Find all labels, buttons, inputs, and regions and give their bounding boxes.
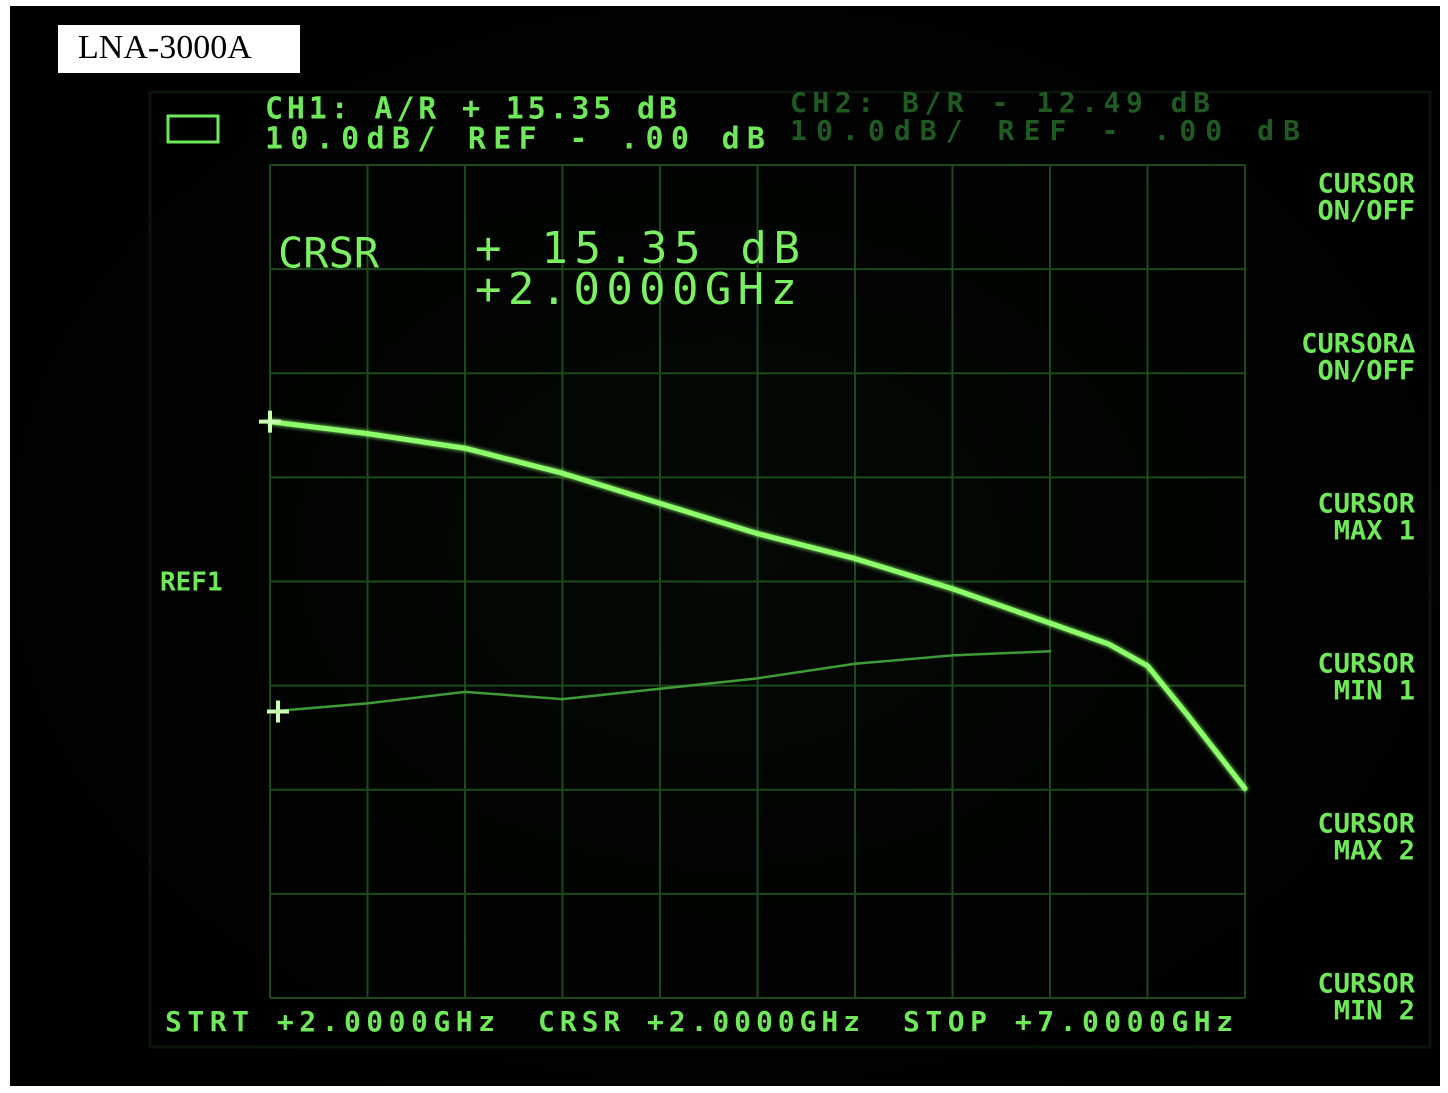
crt-bezel (148, 90, 1432, 1049)
softkey-line1: CURSOR∆ (1301, 329, 1416, 360)
softkey-line2: MIN 1 (1334, 676, 1415, 707)
trace (267, 419, 1248, 792)
softkey-line1: CURSOR (1317, 169, 1415, 200)
softkey-line1: CURSOR (1317, 809, 1415, 840)
plot-area (259, 164, 1248, 999)
ch1-header: CH1: A/R + 15.35 dB (265, 92, 677, 127)
ref-label: REF1 (160, 568, 223, 598)
stop-frequency: STOP +7.0000GHz (903, 1005, 1233, 1038)
cursor-marker (267, 700, 289, 723)
start-frequency: STRT +2.0000GHz (165, 1005, 495, 1038)
softkey-line2: ON/OFF (1317, 196, 1415, 227)
softkey-line2: MAX 2 (1334, 836, 1415, 867)
cursor-frequency-footer: CRSR +2.0000GHz (538, 1005, 860, 1038)
ch2-header: CH2: B/R - 12.49 dB (790, 86, 1210, 119)
softkey-line2: ON/OFF (1317, 356, 1415, 387)
device-label: LNA-3000A (78, 29, 252, 66)
status-icon (166, 114, 220, 144)
softkey-line1: CURSOR (1317, 969, 1415, 1000)
softkey-line2: MAX 1 (1334, 516, 1415, 547)
softkey-line2: MIN 2 (1334, 996, 1415, 1027)
softkey-line1: CURSOR (1317, 649, 1415, 680)
cursor-name: CRSR (278, 229, 380, 278)
crt-background (10, 6, 1440, 1086)
softkey-line1: CURSOR (1317, 489, 1415, 520)
label-box (58, 25, 300, 73)
cursor-marker (259, 410, 281, 433)
